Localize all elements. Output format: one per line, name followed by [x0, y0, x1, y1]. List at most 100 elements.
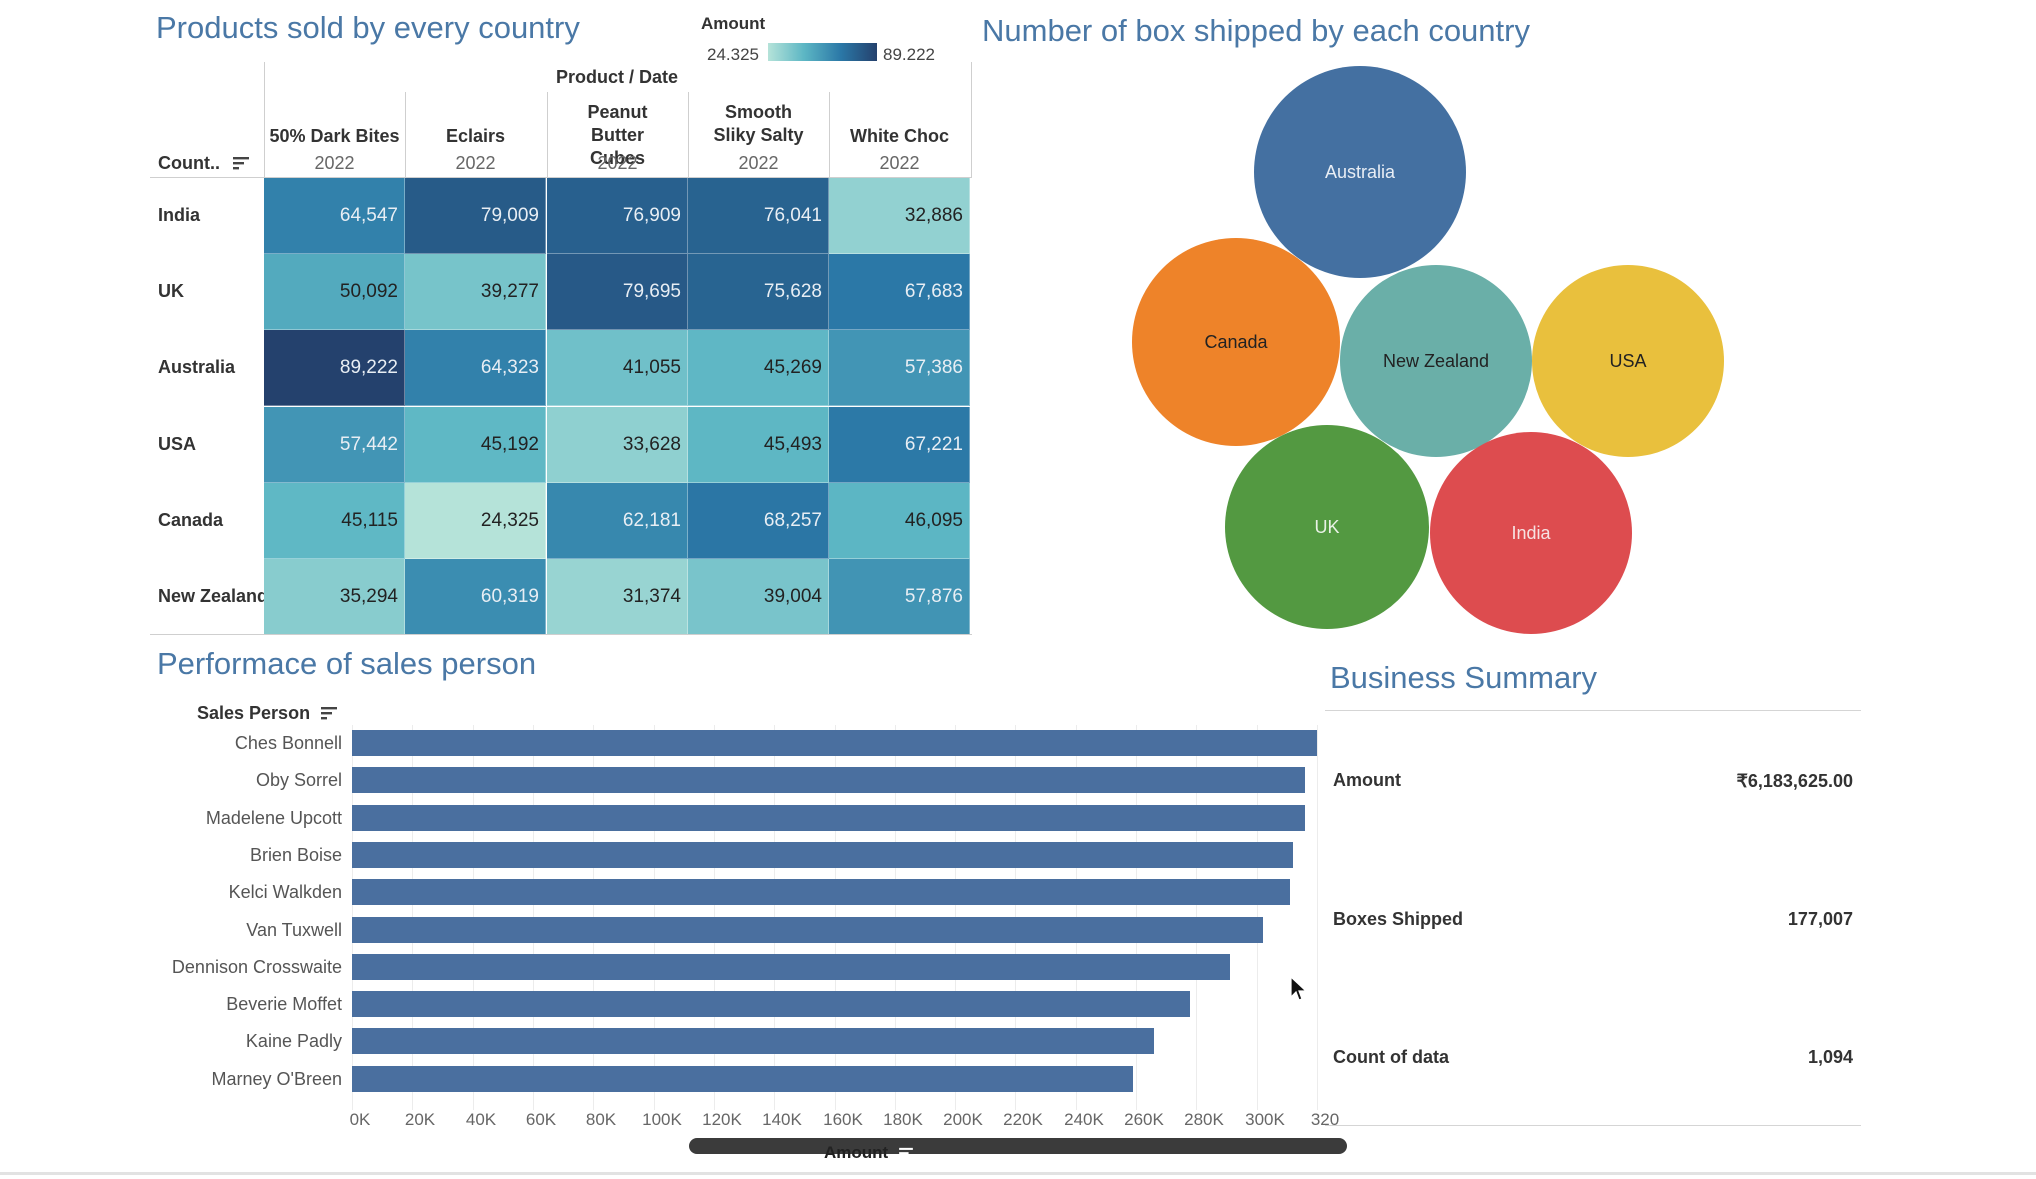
sales-person-label[interactable]: Madelene Upcott [205, 808, 342, 828]
bubble-india[interactable]: India [1430, 432, 1632, 634]
bubble-new-zealand[interactable]: New Zealand [1340, 265, 1532, 457]
x-tick-label: 220K [1003, 1110, 1043, 1129]
row-label[interactable]: New Zealand [158, 586, 269, 606]
heatmap-cell[interactable]: 31,374 [547, 559, 688, 635]
heatmap-cell[interactable]: 45,493 [688, 407, 829, 483]
sales-bar[interactable] [352, 767, 1305, 793]
column-year: 2022 [879, 153, 920, 173]
x-axis-title[interactable]: Amount [824, 1143, 913, 1164]
heatmap-cell[interactable]: 79,695 [547, 254, 688, 330]
legend-min: 24.325 [707, 45, 759, 64]
sales-person-label[interactable]: Kaine Padly [245, 1031, 342, 1051]
bubble-label: Canada [1204, 331, 1268, 352]
column-header[interactable]: Smooth Sliky Salty [713, 102, 804, 145]
bubble-usa[interactable]: USA [1532, 265, 1724, 457]
x-tick-label: 0K [349, 1110, 371, 1129]
sort-icon[interactable] [899, 1144, 913, 1164]
row-label[interactable]: UK [158, 281, 184, 301]
summary-amount-value: ₹6,183,625.00 [1736, 771, 1853, 791]
heatmap-cell[interactable]: 62,181 [547, 483, 688, 559]
heatmap-cell[interactable]: 67,683 [829, 254, 970, 330]
header-divider [405, 92, 406, 178]
heatmap-cell[interactable]: 89,222 [264, 330, 405, 406]
heatmap-cell[interactable]: 45,269 [688, 330, 829, 406]
heatmap-cell[interactable]: 39,004 [688, 559, 829, 635]
sales-bar[interactable] [352, 805, 1305, 831]
column-header[interactable]: White Choc [850, 126, 949, 146]
heatmap-cell[interactable]: 46,095 [829, 483, 970, 559]
heatmap-cell[interactable]: 76,909 [547, 178, 688, 254]
heatmap-cell[interactable]: 45,192 [405, 407, 546, 483]
heatmap-cell[interactable]: 67,221 [829, 407, 970, 483]
heatmap-cell[interactable]: 76,041 [688, 178, 829, 254]
heatmap-cell[interactable]: 39,277 [405, 254, 546, 330]
bubble-uk[interactable]: UK [1225, 425, 1429, 629]
column-header[interactable]: Peanut Butter Cubes [587, 102, 648, 168]
sales-person-label[interactable]: Beverie Moffet [226, 994, 342, 1014]
sort-icon[interactable] [321, 704, 338, 725]
sales-person-label[interactable]: Ches Bonnell [234, 733, 342, 753]
bubble-label: USA [1609, 350, 1647, 371]
heatmap-title: Products sold by every country [156, 10, 580, 45]
summary-bottom-line [1325, 1125, 1861, 1126]
heatmap-cell[interactable]: 79,009 [405, 178, 546, 254]
bubble-canada[interactable]: Canada [1132, 238, 1340, 446]
bar-axis-header[interactable]: Sales Person [197, 703, 338, 725]
x-tick-label: 20K [404, 1110, 436, 1129]
sales-bar[interactable] [352, 730, 1317, 756]
bar-axis-header-label: Sales Person [197, 703, 311, 723]
x-tick-label: 40K [465, 1110, 497, 1129]
row-label[interactable]: Australia [158, 357, 236, 377]
summary-top-line [1325, 710, 1861, 711]
column-header[interactable]: 50% Dark Bites [269, 126, 400, 146]
sales-bar[interactable] [352, 991, 1190, 1017]
heatmap-cell[interactable]: 45,115 [264, 483, 405, 559]
sales-bar[interactable] [352, 879, 1290, 905]
row-label[interactable]: India [158, 205, 201, 225]
heatmap-cell[interactable]: 33,628 [547, 407, 688, 483]
heatmap-cell[interactable]: 32,886 [829, 178, 970, 254]
row-label[interactable]: USA [158, 434, 197, 454]
header-divider [971, 62, 972, 178]
legend-gradient[interactable] [768, 43, 877, 61]
column-year: 2022 [455, 153, 496, 173]
heatmap-cell[interactable]: 57,442 [264, 407, 405, 483]
heatmap-cell[interactable]: 60,319 [405, 559, 546, 635]
heatmap-cell[interactable]: 57,876 [829, 559, 970, 635]
sales-person-label[interactable]: Marney O'Breen [211, 1069, 343, 1089]
x-tick-label: 140K [762, 1110, 802, 1129]
summary-boxes-value: 177,007 [1787, 909, 1853, 929]
sales-person-label[interactable]: Van Tuxwell [246, 920, 342, 940]
x-tick-label: 260K [1124, 1110, 1164, 1129]
heatmap-cell[interactable]: 35,294 [264, 559, 405, 635]
bar-chart-title: Performace of sales person [157, 646, 537, 681]
row-header[interactable]: Count.. [158, 153, 249, 175]
heatmap-cell[interactable]: 57,386 [829, 330, 970, 406]
heatmap-cell[interactable]: 64,323 [405, 330, 546, 406]
sales-person-label[interactable]: Oby Sorrel [255, 770, 342, 790]
sales-bar[interactable] [352, 842, 1293, 868]
x-tick-label: 120K [702, 1110, 742, 1129]
sales-person-label[interactable]: Kelci Walkden [228, 882, 342, 902]
heatmap-cell[interactable]: 75,628 [688, 254, 829, 330]
summary-count-label: Count of data [1333, 1047, 1449, 1067]
sales-bar[interactable] [352, 954, 1230, 980]
x-tick-label: 180K [883, 1110, 923, 1129]
heatmap-cell[interactable]: 50,092 [264, 254, 405, 330]
sales-person-label[interactable]: Dennison Crosswaite [171, 957, 342, 977]
sales-bar[interactable] [352, 1028, 1154, 1054]
sales-bar[interactable] [352, 917, 1263, 943]
bubble-australia[interactable]: Australia [1254, 66, 1466, 278]
sales-bar[interactable] [352, 1066, 1133, 1092]
summary-count-value: 1,094 [1807, 1047, 1853, 1067]
sort-icon[interactable] [233, 154, 249, 175]
sales-person-label[interactable]: Brien Boise [249, 845, 342, 865]
heatmap-cell[interactable]: 64,547 [264, 178, 405, 254]
column-header[interactable]: Eclairs [445, 126, 506, 146]
heatmap-cell[interactable]: 24,325 [405, 483, 546, 559]
row-label[interactable]: Canada [158, 510, 224, 530]
x-axis-scrollbar[interactable] [689, 1138, 1347, 1154]
heatmap-cell[interactable]: 41,055 [547, 330, 688, 406]
heatmap-cell[interactable]: 68,257 [688, 483, 829, 559]
x-tick-label: 100K [642, 1110, 682, 1129]
